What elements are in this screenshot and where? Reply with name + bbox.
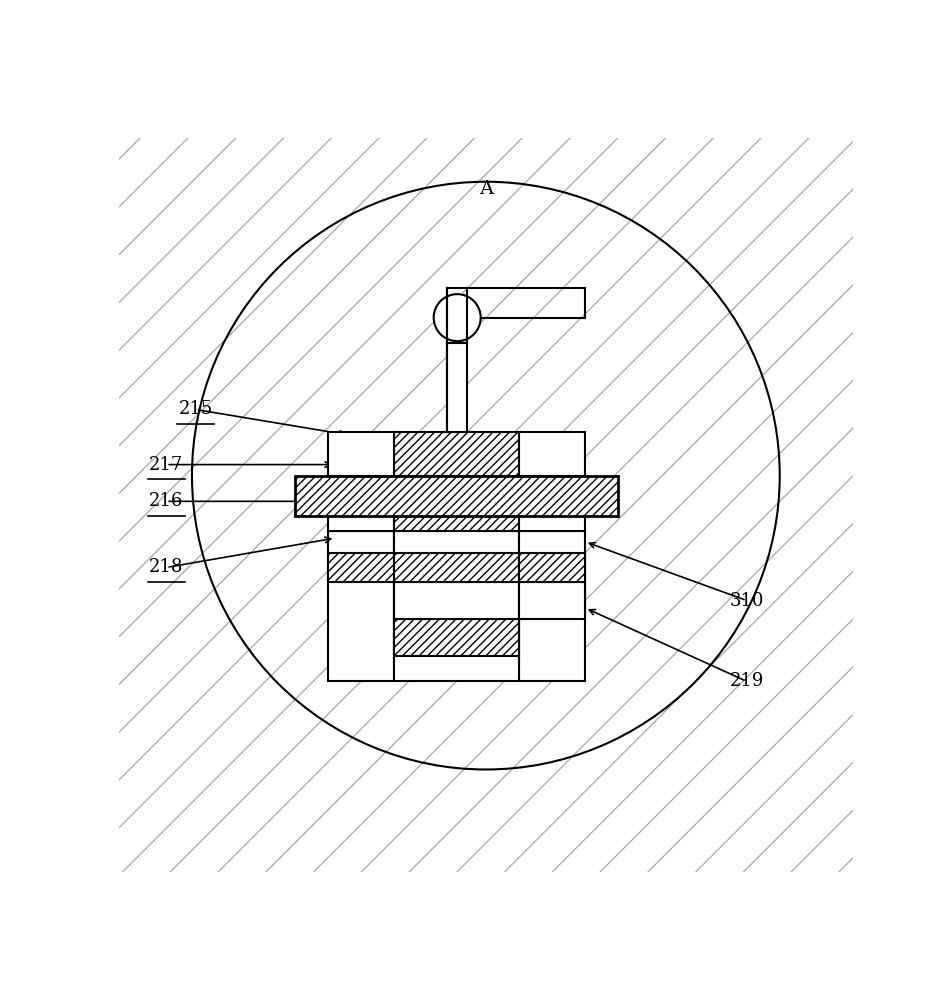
Bar — [519, 516, 585, 531]
Text: 218: 218 — [149, 558, 184, 576]
Bar — [394, 432, 519, 476]
Bar — [394, 531, 519, 553]
Bar — [394, 582, 519, 619]
Bar — [394, 553, 519, 582]
Text: 310: 310 — [729, 592, 764, 610]
Bar — [519, 432, 585, 476]
Bar — [447, 343, 467, 432]
Bar — [519, 553, 585, 681]
Bar — [394, 531, 519, 681]
Text: 216: 216 — [149, 492, 184, 510]
Bar — [519, 531, 585, 553]
Bar — [519, 582, 585, 619]
Bar — [519, 553, 585, 582]
Text: 219: 219 — [729, 672, 764, 690]
Bar — [328, 516, 394, 531]
Bar — [328, 553, 394, 582]
Text: 215: 215 — [178, 400, 212, 418]
Circle shape — [433, 294, 481, 341]
Bar — [328, 432, 394, 476]
Text: A: A — [479, 180, 493, 198]
Bar — [394, 516, 519, 531]
Text: 217: 217 — [149, 456, 183, 474]
Bar — [295, 476, 618, 516]
Bar — [394, 619, 519, 656]
Bar — [328, 531, 394, 681]
